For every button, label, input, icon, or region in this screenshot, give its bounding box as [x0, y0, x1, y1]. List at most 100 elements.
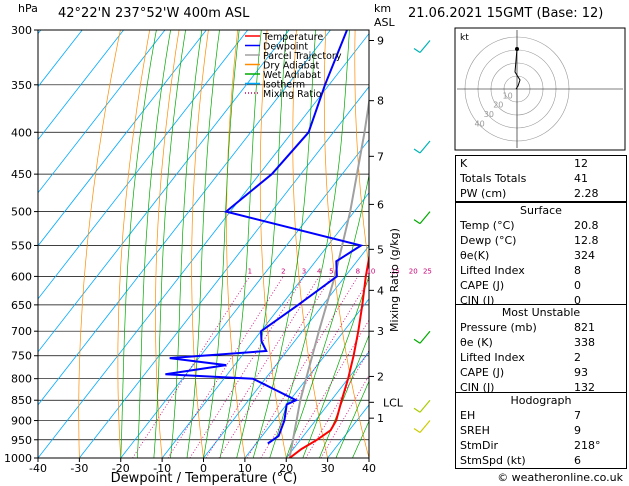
index-row: K 12	[456, 156, 626, 171]
isotherm	[285, 351, 369, 458]
index-label: CIN (J)	[460, 381, 495, 394]
pressure-tick-label: 1000	[4, 452, 32, 465]
hodograph-ring-label: 10	[503, 91, 513, 100]
km-tick-label: 1	[377, 412, 384, 425]
hodograph-ring-label: 40	[475, 119, 485, 128]
pressure-tick-label: 800	[11, 373, 32, 386]
footer-credit: © weatheronline.co.uk	[497, 471, 623, 484]
pressure-tick-label: 900	[11, 415, 32, 428]
index-value: 132	[574, 381, 595, 394]
temp-tick-label: -10	[153, 462, 171, 475]
index-row: Temp (°C) 20.8	[456, 218, 626, 233]
pressure-tick-label: 350	[11, 79, 32, 92]
legend-label: Wet Adiabat	[263, 70, 321, 81]
hodograph-unit-label: kt	[460, 33, 469, 43]
hodograph-indices-title: Hodograph	[510, 394, 572, 407]
index-label: θe (K)	[460, 336, 493, 349]
mixing-ratio-label: 10	[366, 267, 375, 275]
hpa-axis-label: hPa	[18, 2, 38, 15]
isotherm	[38, 32, 369, 458]
dry-adiabat	[354, 30, 369, 269]
pressure-tick-label: 400	[11, 126, 32, 139]
dry-adiabat	[226, 30, 246, 458]
x-axis-title: Dewpoint / Temperature (°C)	[111, 471, 298, 486]
pressure-tick-label: 750	[11, 350, 32, 363]
lcl-label: LCL	[383, 396, 404, 409]
index-label: StmSpd (kt)	[460, 454, 526, 467]
mixing-ratio-label: 3	[302, 267, 306, 275]
mixing-ratio-axis-title: Mixing Ratio (g/kg)	[388, 228, 401, 332]
wet-adiabat	[219, 30, 262, 458]
index-label: EH	[460, 409, 476, 422]
most-unstable-panel: Most Unstable Pressure (mb) 821 θe (K) 338 L…	[455, 304, 627, 396]
asl-axis-label: ASL	[374, 16, 396, 29]
index-value: 2	[574, 351, 581, 364]
index-value: 218°	[574, 439, 601, 452]
dewpoint-line	[165, 30, 364, 445]
temp-tick-label: -30	[70, 462, 88, 475]
legend-label: Isotherm	[263, 80, 305, 91]
temperature-line	[288, 252, 369, 458]
index-label: θe(K)	[460, 249, 490, 262]
wet-adiabat	[302, 274, 369, 458]
temp-tick-label: 40	[362, 462, 376, 475]
index-row: CIN (J) 0	[456, 293, 626, 308]
hodograph-trace	[514, 48, 521, 90]
mixing-ratio-label: 15	[391, 267, 400, 275]
pressure-tick-label: 500	[11, 206, 32, 219]
wet-adiabat	[120, 30, 157, 458]
index-label: CIN (J)	[460, 294, 495, 307]
hodograph-ring-label: 20	[493, 101, 503, 110]
temp-tick-label: 10	[238, 462, 252, 475]
dry-adiabat	[259, 30, 287, 458]
mixing-ratio-line	[205, 276, 320, 458]
isotherm	[203, 245, 369, 458]
index-row: StmSpd (kt) 6	[456, 453, 626, 468]
index-value: 7	[574, 409, 581, 422]
index-value: 9	[574, 424, 581, 437]
index-row: CAPE (J) 0	[456, 278, 626, 293]
km-tick-label: 4	[377, 284, 384, 297]
index-value: 6	[574, 454, 581, 467]
index-value: 12.8	[574, 234, 599, 247]
wind-barb-icon	[419, 140, 431, 154]
index-row: Lifted Index 8	[456, 263, 626, 278]
pressure-tick-label: 450	[11, 168, 32, 181]
pressure-tick-label: 850	[11, 394, 32, 407]
wet-adiabat	[285, 173, 369, 458]
index-row: CIN (J) 132	[456, 380, 626, 395]
wet-adiabat	[136, 30, 171, 458]
temp-tick-label: 0	[200, 462, 207, 475]
index-row: θe(K) 324	[456, 248, 626, 263]
mixing-ratio-line	[260, 278, 369, 458]
index-row: Dewp (°C) 12.8	[456, 233, 626, 248]
temp-tick-label: 20	[279, 462, 293, 475]
wind-barb-icon	[419, 420, 431, 433]
mixing-ratio-line	[132, 276, 251, 458]
mixing-ratio-label: 2	[281, 267, 285, 275]
dry-adiabat	[117, 30, 151, 458]
index-value: 12	[574, 157, 588, 170]
index-value: 93	[574, 366, 588, 379]
isotherm	[38, 30, 166, 194]
index-label: StmDir	[460, 439, 499, 452]
parcel-trajectory-line	[288, 96, 369, 458]
wind-barb-icon	[419, 211, 431, 224]
isotherm	[161, 192, 369, 458]
index-label: Lifted Index	[460, 351, 525, 364]
km-tick-label: 3	[377, 325, 384, 338]
hodograph-ring-label: 30	[484, 110, 494, 119]
pressure-tick-label: 950	[11, 434, 32, 447]
wet-adiabat	[186, 30, 220, 458]
isotherm	[79, 86, 369, 458]
index-value: 821	[574, 321, 595, 334]
index-value: 20.8	[574, 219, 599, 232]
legend-label: Temperature	[262, 32, 323, 43]
index-label: Pressure (mb)	[460, 321, 537, 334]
most-unstable-title: Most Unstable	[501, 306, 581, 319]
mixing-ratio-label: 8	[356, 267, 360, 275]
km-tick-label: 5	[377, 243, 384, 256]
